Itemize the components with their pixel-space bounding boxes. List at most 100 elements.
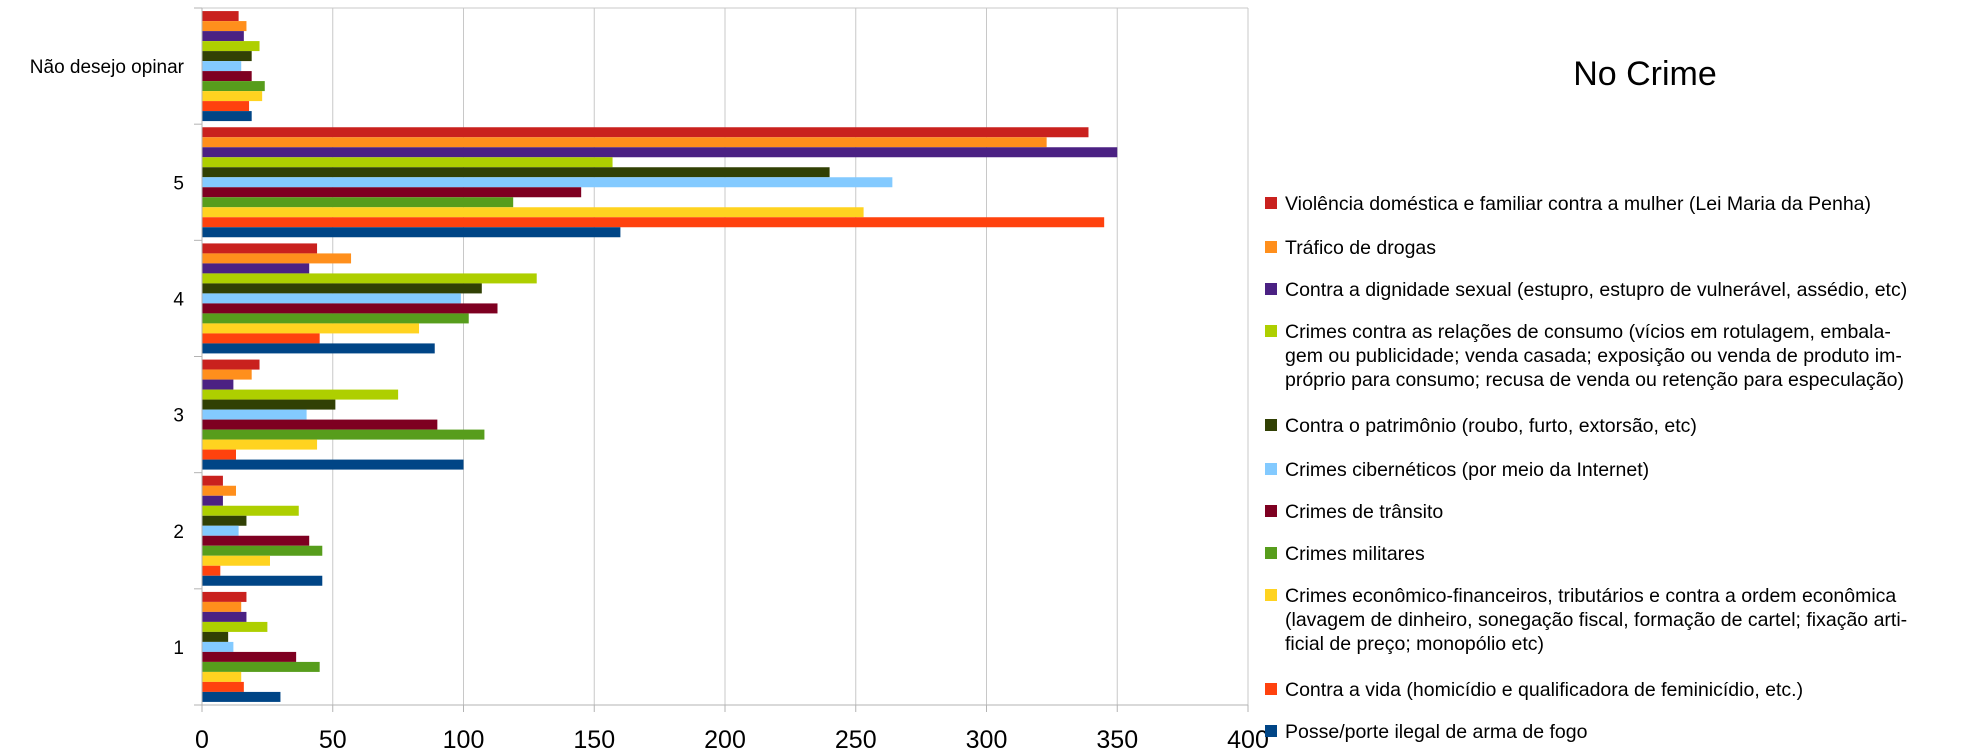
bar: [202, 303, 498, 314]
bar: [202, 137, 1047, 148]
bar: [202, 575, 323, 586]
x-tick-label: 400: [1227, 726, 1269, 752]
bar: [202, 187, 582, 198]
bar: [202, 243, 318, 254]
bar: [202, 313, 469, 324]
bar: [202, 197, 514, 208]
bar: [202, 333, 320, 344]
bar: [202, 369, 252, 380]
legend-label: Violência doméstica e familiar contra a …: [1285, 193, 1872, 215]
bar: [202, 379, 234, 390]
bar: [202, 419, 438, 430]
bar: [202, 651, 297, 662]
legend-swatch: [1265, 683, 1277, 695]
legend-item: Violência doméstica e familiar contra a …: [1265, 192, 1985, 216]
bar: [202, 323, 420, 334]
x-tick-label: 50: [319, 726, 347, 752]
bar: [202, 505, 299, 516]
bar: [202, 611, 247, 622]
bar: [202, 621, 268, 632]
bar: [202, 641, 234, 652]
legend-swatch: [1265, 283, 1277, 295]
category-label: Não desejo opinar: [30, 57, 185, 78]
axes: 0 50 100 150 200 250 300 350 400 Não desejo opina…: [30, 7, 1269, 752]
bar: [202, 227, 621, 238]
bar: [202, 21, 247, 32]
bar: [202, 41, 260, 52]
legend-swatch: [1265, 325, 1277, 337]
bar: [202, 525, 239, 536]
legend-label: Crimes contra as relações de consumo (ví…: [1285, 321, 1904, 391]
bar: [202, 91, 263, 102]
legend-swatch: [1265, 589, 1277, 601]
bar: [202, 283, 482, 294]
bar: [202, 449, 236, 460]
bar: [202, 147, 1118, 158]
bar: [202, 167, 830, 178]
x-tick-label: 150: [573, 726, 615, 752]
bar: [202, 111, 252, 122]
legend-swatch: [1265, 547, 1277, 559]
bar: [202, 157, 613, 168]
bar: [202, 515, 247, 526]
bar: [202, 389, 399, 400]
bar: [202, 459, 464, 470]
legend-label: Crimes econômico-financeiros, tributário…: [1285, 585, 1908, 655]
gridlines: [202, 7, 1249, 705]
bar: [202, 101, 250, 112]
bar: [202, 343, 435, 354]
bar: [202, 495, 223, 506]
legend-label: Crimes militares: [1285, 543, 1425, 565]
legend-label: Crimes cibernéticos (por meio da Interne…: [1285, 459, 1650, 481]
legend-item: Posse/porte ilegal de arma de fogo: [1265, 720, 1985, 744]
bar: [202, 545, 323, 556]
category-label: 2: [173, 522, 184, 543]
legend-item: Contra a vida (homicídio e qualificadora…: [1265, 678, 1985, 702]
bar: [202, 217, 1105, 228]
legend-item: Contra a dignidade sexual (estupro, estu…: [1265, 278, 1985, 302]
legend-item: Tráfico de drogas: [1265, 236, 1985, 260]
x-tick-label: 0: [195, 726, 209, 752]
bar: [202, 71, 252, 82]
bar: [202, 273, 537, 284]
bar: [202, 591, 247, 602]
bar: [202, 263, 310, 274]
x-tick-label: 250: [835, 726, 877, 752]
legend-label: Contra a vida (homicídio e qualificadora…: [1285, 679, 1804, 701]
bar: [202, 631, 229, 642]
legend-swatch: [1265, 241, 1277, 253]
bar: [202, 661, 320, 672]
bar: [202, 485, 236, 496]
x-tick-label: 300: [966, 726, 1008, 752]
category-label: 3: [173, 406, 184, 427]
bar: [202, 409, 307, 420]
legend-swatch: [1265, 197, 1277, 209]
bar: [202, 681, 244, 692]
legend-label: Contra o patrimônio (roubo, furto, extor…: [1285, 415, 1697, 437]
legend-label: Tráfico de drogas: [1285, 237, 1437, 259]
bar: [202, 207, 864, 218]
bar: [202, 475, 223, 486]
bar: [202, 293, 461, 304]
bar: [202, 127, 1089, 138]
legend-label: Contra a dignidade sexual (estupro, estu…: [1285, 279, 1908, 301]
x-tick-label: 200: [704, 726, 746, 752]
bar: [202, 253, 352, 264]
legend-swatch: [1265, 725, 1277, 737]
legend-item: Crimes contra as relações de consumo (ví…: [1265, 320, 1985, 392]
bar: [202, 51, 252, 62]
bar: [202, 565, 221, 576]
legend-swatch: [1265, 419, 1277, 431]
bar: [202, 535, 310, 546]
legend-label: Crimes de trânsito: [1285, 501, 1444, 523]
bar: [202, 399, 336, 410]
bar: [202, 691, 281, 702]
bar: [202, 61, 242, 72]
bar: [202, 671, 242, 682]
bar: [202, 177, 893, 188]
bar: [202, 555, 270, 566]
legend-swatch: [1265, 505, 1277, 517]
x-tick-label: 350: [1096, 726, 1138, 752]
legend-label: Posse/porte ilegal de arma de fogo: [1285, 721, 1588, 743]
